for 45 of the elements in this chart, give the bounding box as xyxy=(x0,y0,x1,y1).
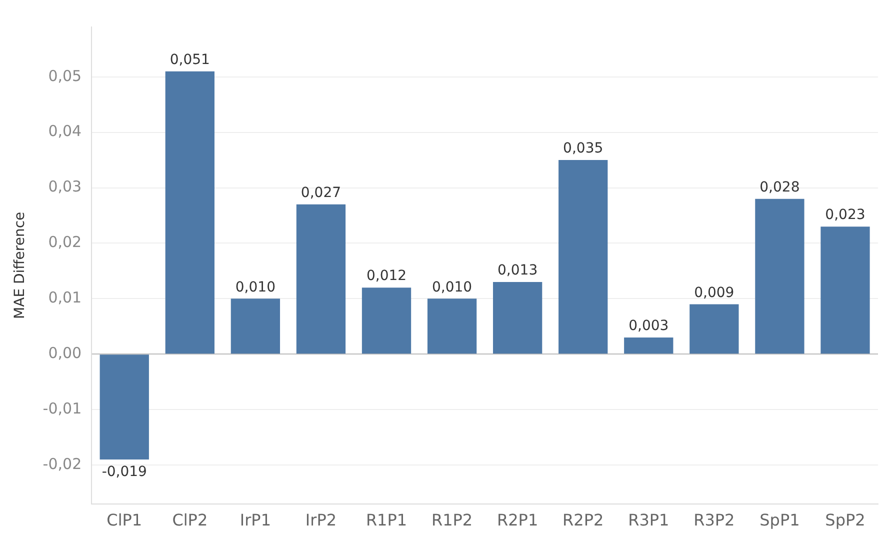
data-label: 0,003 xyxy=(628,318,669,334)
bar xyxy=(427,298,477,354)
x-tick-label: ClP2 xyxy=(172,510,208,530)
x-tick-label: R1P1 xyxy=(366,510,408,530)
y-tick-label: -0,01 xyxy=(42,399,82,418)
bar xyxy=(558,160,608,354)
data-label: 0,023 xyxy=(825,207,866,224)
y-tick-label: 0,02 xyxy=(48,233,82,252)
y-tick-label: 0,03 xyxy=(48,178,82,196)
bar xyxy=(624,337,674,354)
bar xyxy=(820,226,870,354)
bar xyxy=(362,288,412,354)
y-tick-label: 0,00 xyxy=(48,344,82,362)
x-tick-label: R2P1 xyxy=(497,510,538,530)
data-label: -0,019 xyxy=(102,464,147,480)
x-tick-label: R3P1 xyxy=(628,510,670,530)
x-tick-label: IrP1 xyxy=(240,510,272,530)
data-label: 0,010 xyxy=(432,279,472,296)
x-tick-label: SpP1 xyxy=(760,510,800,530)
x-tick-label: R2P2 xyxy=(562,510,604,530)
data-label: 0,028 xyxy=(760,180,800,196)
data-label: 0,035 xyxy=(563,140,604,157)
data-label: 0,009 xyxy=(694,284,734,301)
bar xyxy=(492,282,542,354)
x-tick-label: IrP2 xyxy=(305,510,337,530)
bar xyxy=(690,304,739,354)
x-tick-label: SpP2 xyxy=(825,510,866,530)
bar xyxy=(100,354,149,460)
data-label: 0,013 xyxy=(498,262,538,279)
data-label: 0,012 xyxy=(366,268,407,284)
y-tick-label: -0,02 xyxy=(42,454,82,473)
y-axis-title: MAE Difference xyxy=(12,212,28,319)
y-tick-label: 0,04 xyxy=(48,122,82,140)
bar xyxy=(755,198,804,354)
bar xyxy=(165,71,214,354)
data-label: 0,027 xyxy=(300,185,342,202)
y-tick-label: 0,01 xyxy=(48,288,82,307)
x-tick-label: ClP1 xyxy=(106,510,142,530)
y-tick-label: 0,05 xyxy=(48,66,82,85)
data-label: 0,051 xyxy=(170,52,210,68)
bar xyxy=(296,204,346,354)
x-tick-label: R1P2 xyxy=(431,510,473,530)
data-label: 0,010 xyxy=(235,279,276,296)
x-tick-label: R3P2 xyxy=(694,510,735,530)
bar xyxy=(230,298,280,354)
